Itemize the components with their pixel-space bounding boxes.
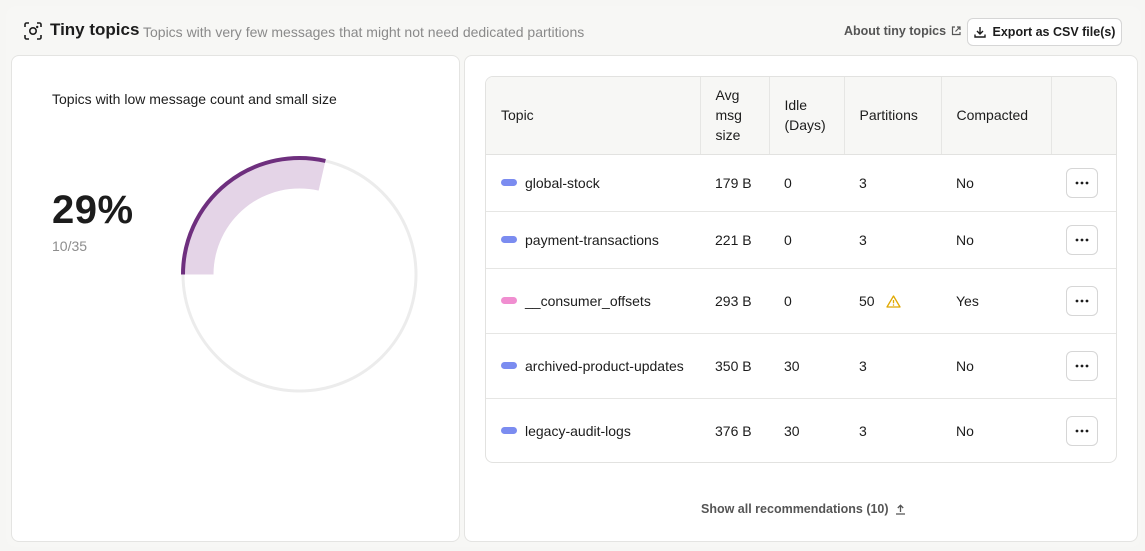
partitions-value: 3 <box>859 422 867 439</box>
show-all-label: Show all recommendations (10) <box>701 502 889 516</box>
more-actions-button[interactable] <box>1066 350 1098 381</box>
topic-color-pill <box>501 297 517 304</box>
partitions-cell: 3 <box>844 333 941 399</box>
actions-cell <box>1051 211 1116 269</box>
export-label: Export as CSV file(s) <box>992 25 1116 39</box>
more-actions-button[interactable] <box>1066 167 1098 198</box>
topic-cell: global-stock <box>486 154 700 212</box>
table-row[interactable]: global-stock 179 B 0 3 No <box>486 154 1116 212</box>
avg-msg-size-cell: 293 B <box>700 268 769 334</box>
more-horizontal-icon <box>1075 299 1089 302</box>
idle-days-cell: 0 <box>769 154 844 212</box>
topic-color-pill <box>501 236 517 243</box>
column-header-compacted[interactable]: Compacted <box>941 77 1052 155</box>
panel-header: Tiny topics Topics with very few message… <box>6 6 1141 54</box>
avg-msg-size-cell: 350 B <box>700 333 769 399</box>
donut-fill <box>183 157 326 275</box>
actions-cell <box>1051 333 1116 399</box>
partitions-value: 50 <box>859 292 875 309</box>
table-row[interactable]: payment-transactions 221 B 0 3 No <box>486 211 1116 269</box>
topic-cell: legacy-audit-logs <box>486 398 700 462</box>
more-actions-button[interactable] <box>1066 224 1098 255</box>
topic-cell: __consumer_offsets <box>486 268 700 334</box>
topic-name[interactable]: __consumer_offsets <box>525 292 651 309</box>
partitions-cell: 3 <box>844 398 941 462</box>
idle-days-cell: 0 <box>769 211 844 269</box>
column-header-partitions[interactable]: Partitions <box>844 77 942 155</box>
percent-value: 29% <box>52 188 134 232</box>
export-csv-button[interactable]: Export as CSV file(s) <box>967 18 1122 46</box>
download-icon <box>973 27 986 38</box>
upload-arrow-icon <box>895 503 905 515</box>
avg-msg-size-cell: 376 B <box>715 422 752 439</box>
column-header-idle-days[interactable]: Idle (Days) <box>769 77 845 155</box>
column-header-actions <box>1051 77 1116 155</box>
more-horizontal-icon <box>1075 364 1089 367</box>
compacted-cell: No <box>941 154 1051 212</box>
partitions-cell: 3 <box>844 154 941 212</box>
topic-name[interactable]: legacy-audit-logs <box>525 422 631 439</box>
partitions-cell: 50 <box>844 268 941 334</box>
partitions-value: 3 <box>859 231 867 248</box>
topic-color-pill <box>501 179 517 186</box>
actions-cell <box>1051 154 1116 212</box>
table-row[interactable]: legacy-audit-logs 376 B 30 3 No <box>486 398 1116 462</box>
compacted-cell: Yes <box>941 268 1051 334</box>
avg-msg-size-cell: 221 B <box>700 211 769 269</box>
external-link-icon <box>951 26 961 36</box>
warning-icon <box>886 294 902 308</box>
more-horizontal-icon <box>1075 429 1089 433</box>
topic-name[interactable]: archived-product-updates <box>525 357 684 374</box>
partitions-cell: 3 <box>844 211 941 269</box>
avg-msg-size-cell: 179 B <box>700 154 769 212</box>
ratio-value: 10/35 <box>52 238 88 254</box>
about-link-label: About tiny topics <box>844 24 947 38</box>
topic-name[interactable]: global-stock <box>525 174 600 191</box>
topic-color-pill <box>501 362 517 369</box>
more-actions-button[interactable] <box>1066 285 1098 316</box>
summary-title: Topics with low message count and small … <box>52 91 337 107</box>
more-horizontal-icon <box>1075 181 1089 184</box>
column-header-avg-msg-size[interactable]: Avg msg size <box>700 77 770 155</box>
actions-cell <box>1051 268 1116 334</box>
table-header-row: Topic Avg msg size Idle (Days) Partition… <box>486 77 1116 155</box>
compacted-cell: No <box>941 333 1051 399</box>
tiny-topics-panel: Tiny topics Topics with very few message… <box>6 6 1141 547</box>
about-tiny-topics-link[interactable]: About tiny topics <box>844 24 961 38</box>
more-horizontal-icon <box>1075 238 1089 241</box>
idle-days-cell: 0 <box>769 268 844 334</box>
show-all-recommendations-link[interactable]: Show all recommendations (10) <box>701 502 906 516</box>
topic-name[interactable]: payment-transactions <box>525 231 659 248</box>
topic-cell: archived-product-updates <box>486 333 700 399</box>
topics-table-card: Topic Avg msg size Idle (Days) Partition… <box>464 55 1138 542</box>
partitions-value: 3 <box>859 174 867 191</box>
column-header-topic[interactable]: Topic <box>486 77 701 155</box>
topic-color-pill <box>501 427 517 435</box>
donut-outer-arc <box>181 156 326 275</box>
page-subtitle: Topics with very few messages that might… <box>143 24 585 40</box>
compacted-cell: No <box>941 211 1051 269</box>
compacted-cell: No <box>956 422 974 439</box>
idle-days-cell: 30 <box>784 422 800 439</box>
more-actions-button[interactable] <box>1066 415 1098 446</box>
page-title: Tiny topics <box>50 20 140 39</box>
actions-cell <box>1051 398 1116 462</box>
topics-table-container: Topic Avg msg size Idle (Days) Partition… <box>485 76 1117 463</box>
tiny-topics-icon <box>24 22 42 40</box>
partitions-value: 3 <box>859 357 867 374</box>
topic-cell: payment-transactions <box>486 211 700 269</box>
progress-donut <box>181 156 418 393</box>
table-row[interactable]: __consumer_offsets 293 B 0 50 Yes <box>486 268 1116 334</box>
idle-days-cell: 30 <box>769 333 844 399</box>
table-row[interactable]: archived-product-updates 350 B 30 3 No <box>486 333 1116 399</box>
topics-table: Topic Avg msg size Idle (Days) Partition… <box>486 77 1116 462</box>
summary-card: Topics with low message count and small … <box>11 55 460 542</box>
